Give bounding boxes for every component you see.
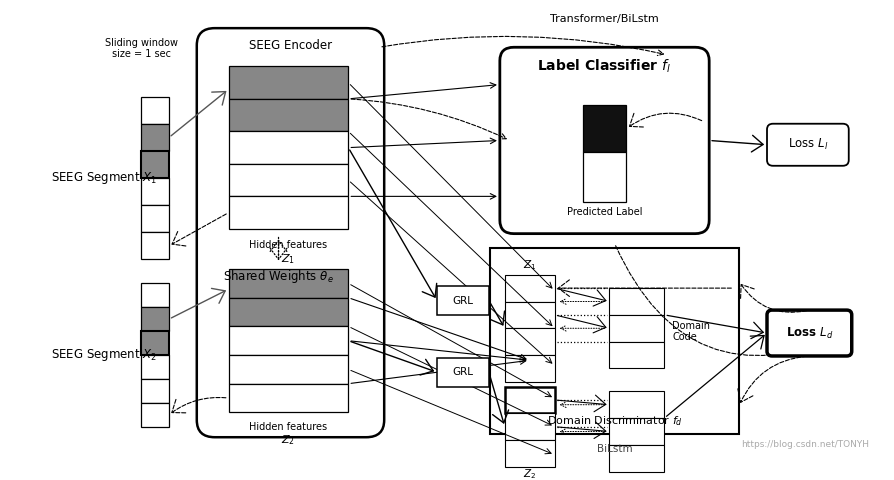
FancyBboxPatch shape: [583, 153, 627, 202]
Text: Sliding window
size = 1 sec: Sliding window size = 1 sec: [105, 38, 179, 60]
FancyBboxPatch shape: [229, 384, 349, 412]
FancyBboxPatch shape: [767, 124, 848, 166]
Text: https://blog.csdn.net/TONYH: https://blog.csdn.net/TONYH: [741, 440, 869, 449]
FancyBboxPatch shape: [229, 326, 349, 355]
FancyBboxPatch shape: [610, 342, 664, 369]
Text: Hidden features: Hidden features: [249, 240, 327, 251]
FancyBboxPatch shape: [229, 132, 349, 164]
FancyBboxPatch shape: [500, 47, 709, 234]
FancyBboxPatch shape: [229, 355, 349, 384]
FancyBboxPatch shape: [767, 310, 852, 356]
Text: Shared Weights $\theta_e$: Shared Weights $\theta_e$: [224, 268, 333, 285]
FancyBboxPatch shape: [229, 66, 349, 99]
Text: SEEG Segment $X_1$: SEEG Segment $X_1$: [51, 170, 157, 186]
FancyBboxPatch shape: [610, 315, 664, 342]
FancyBboxPatch shape: [505, 440, 554, 467]
FancyBboxPatch shape: [610, 418, 664, 445]
Text: Predicted Label: Predicted Label: [567, 207, 642, 216]
Text: $Z_1$: $Z_1$: [523, 258, 536, 272]
Text: $Z_1$: $Z_1$: [282, 252, 296, 265]
FancyBboxPatch shape: [197, 28, 384, 437]
FancyBboxPatch shape: [505, 413, 554, 440]
FancyBboxPatch shape: [505, 328, 554, 355]
FancyBboxPatch shape: [141, 124, 169, 151]
FancyBboxPatch shape: [229, 269, 349, 298]
Text: GRL: GRL: [452, 296, 474, 306]
FancyBboxPatch shape: [610, 445, 664, 472]
FancyBboxPatch shape: [505, 386, 554, 413]
Text: Transformer/BiLstm: Transformer/BiLstm: [550, 13, 659, 24]
FancyBboxPatch shape: [490, 248, 739, 434]
Text: SEEG Encoder: SEEG Encoder: [249, 39, 332, 52]
Text: BiLstm: BiLstm: [596, 444, 632, 454]
FancyBboxPatch shape: [141, 379, 169, 403]
FancyBboxPatch shape: [229, 298, 349, 326]
FancyBboxPatch shape: [141, 283, 169, 307]
FancyBboxPatch shape: [505, 275, 554, 301]
FancyBboxPatch shape: [141, 355, 169, 379]
Text: Label Classifier $f_l$: Label Classifier $f_l$: [537, 58, 671, 75]
FancyBboxPatch shape: [229, 99, 349, 132]
FancyBboxPatch shape: [141, 151, 169, 178]
Text: Loss $L_d$: Loss $L_d$: [786, 325, 833, 341]
FancyBboxPatch shape: [141, 331, 169, 355]
Text: $Z_2$: $Z_2$: [523, 468, 536, 480]
Text: Loss $L_l$: Loss $L_l$: [788, 137, 828, 152]
Text: Domain
Code: Domain Code: [672, 321, 711, 342]
FancyBboxPatch shape: [229, 196, 349, 229]
FancyBboxPatch shape: [141, 403, 169, 427]
FancyBboxPatch shape: [610, 288, 664, 315]
FancyBboxPatch shape: [141, 178, 169, 205]
FancyBboxPatch shape: [141, 232, 169, 260]
FancyBboxPatch shape: [437, 358, 489, 386]
FancyBboxPatch shape: [505, 301, 554, 328]
Text: $Z_2$: $Z_2$: [282, 433, 296, 447]
Text: Domain Discriminator $f_d$: Domain Discriminator $f_d$: [546, 414, 682, 428]
FancyBboxPatch shape: [437, 286, 489, 315]
FancyBboxPatch shape: [505, 355, 554, 382]
Text: SEEG Segment $X_2$: SEEG Segment $X_2$: [51, 347, 157, 363]
Text: Hidden features: Hidden features: [249, 422, 327, 432]
FancyBboxPatch shape: [583, 105, 627, 153]
Text: GRL: GRL: [452, 367, 474, 377]
FancyBboxPatch shape: [141, 307, 169, 331]
FancyBboxPatch shape: [141, 205, 169, 232]
FancyBboxPatch shape: [141, 97, 169, 124]
FancyBboxPatch shape: [229, 164, 349, 196]
FancyBboxPatch shape: [610, 391, 664, 418]
